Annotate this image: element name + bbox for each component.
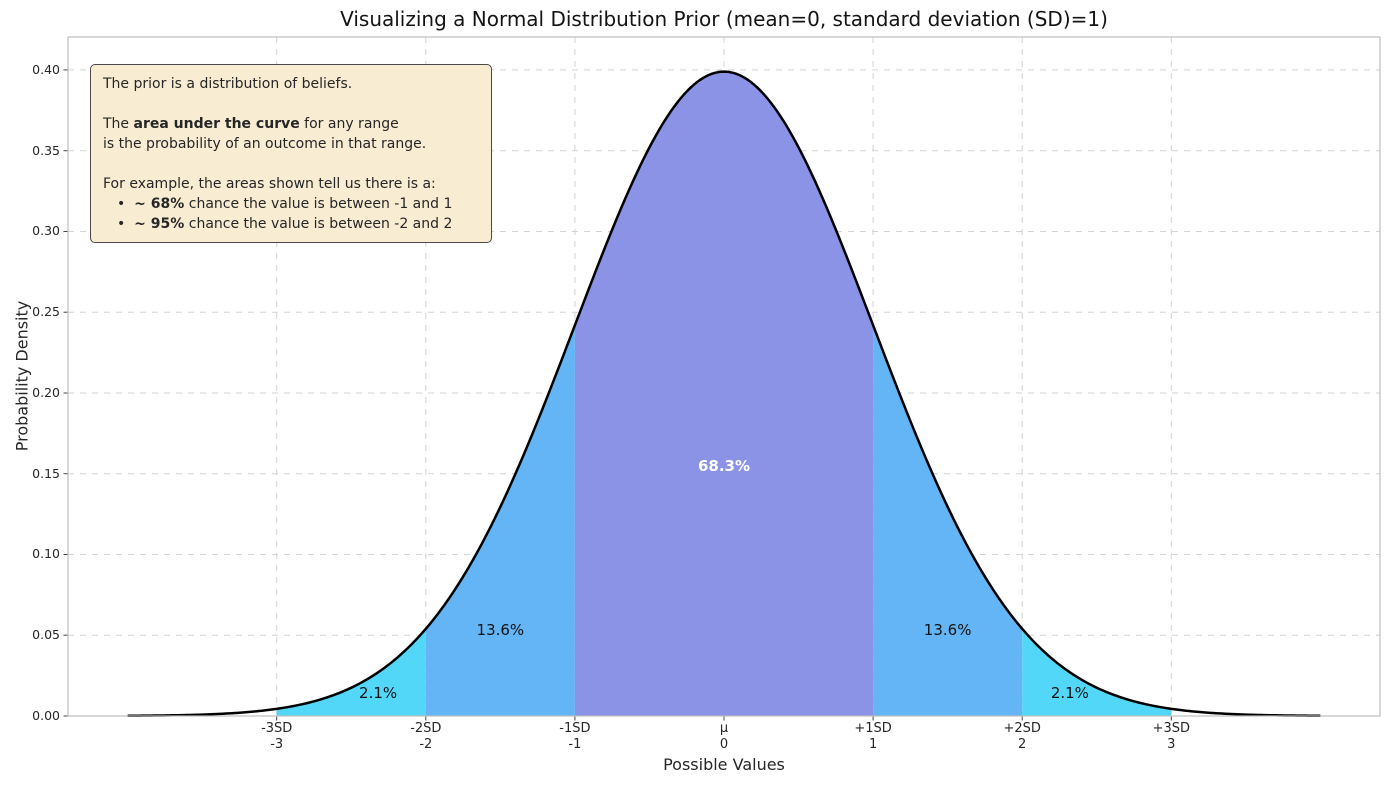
shaded-region-2.1% [276, 628, 426, 716]
annotation-box: The prior is a distribution of beliefs. … [90, 64, 492, 243]
annotation-text: For example, the areas shown tell us the… [103, 176, 436, 192]
annotation-paragraph-1: The prior is a distribution of beliefs. [103, 74, 479, 94]
y-axis-label: Probability Density [12, 300, 32, 452]
annotation-bold-text: ~ 95% [134, 216, 185, 232]
annotation-bold-text: area under the curve [133, 116, 300, 132]
annotation-bullet-1: • ~ 68% chance the value is between -1 a… [103, 196, 452, 212]
bullet-glyph: • [117, 196, 126, 212]
annotation-text: The [103, 116, 134, 132]
annotation-paragraph-2: The area under the curve for any range i… [103, 114, 479, 154]
annotation-bold-text: ~ 68% [134, 196, 185, 212]
annotation-paragraph-3: For example, the areas shown tell us the… [103, 174, 479, 234]
annotation-text: for any range [299, 116, 399, 132]
annotation-text: chance the value is between -1 and 1 [184, 196, 453, 212]
x-axis-label: Possible Values [663, 755, 785, 774]
plot-border [67, 36, 1381, 717]
bullet-glyph: • [117, 216, 126, 232]
shaded-region-68.3% [574, 71, 874, 716]
annotation-bullet-2: • ~ 95% chance the value is between -2 a… [103, 216, 452, 232]
annotation-text: chance the value is between -2 and 2 [184, 216, 453, 232]
shaded-region-2.1% [1022, 628, 1172, 716]
chart-title: Visualizing a Normal Distribution Prior … [340, 7, 1108, 31]
annotation-text: The prior is a distribution of beliefs. [103, 76, 353, 92]
density-curve [127, 70, 1321, 718]
annotation-text: is the probability of an outcome in that… [103, 136, 427, 152]
